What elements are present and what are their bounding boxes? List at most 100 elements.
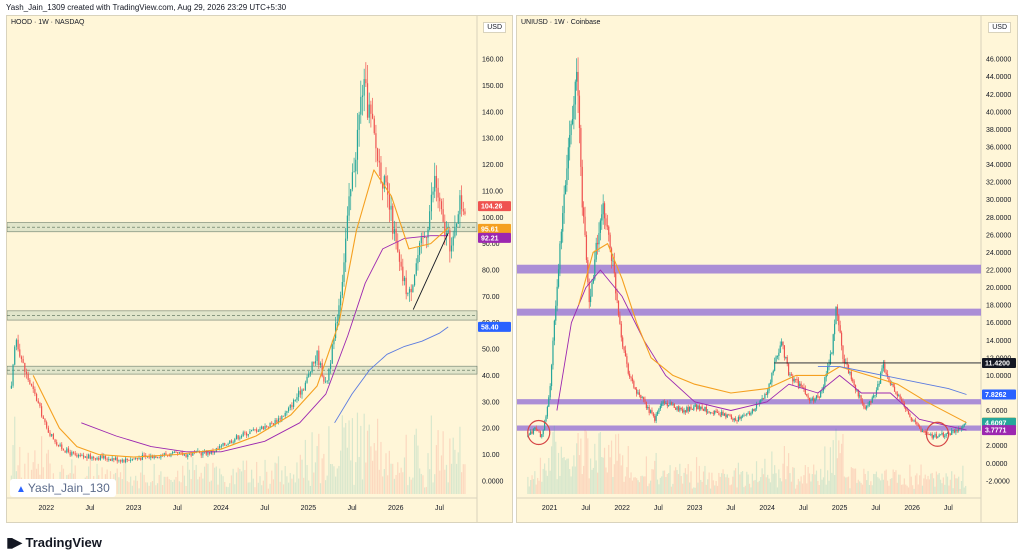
- volume-bar: [318, 433, 320, 494]
- volume-bar: [422, 475, 424, 494]
- price-tag: [478, 321, 511, 332]
- candle-body: [133, 458, 135, 460]
- candle-body: [192, 452, 194, 456]
- candle-body: [160, 455, 162, 458]
- candle-body: [544, 421, 546, 431]
- volume-bar: [420, 473, 422, 494]
- volume-bar: [298, 478, 300, 494]
- volume-bar: [719, 476, 721, 494]
- x-tick-label: Jul: [86, 505, 95, 512]
- candle-body: [22, 359, 24, 363]
- volume-bar: [709, 488, 712, 494]
- candle-body: [400, 261, 402, 267]
- volume-bar: [402, 472, 404, 494]
- candle-body: [962, 425, 964, 429]
- candle-body: [942, 432, 944, 437]
- hood-currency-button[interactable]: USD: [483, 22, 506, 33]
- volume-bar: [675, 467, 677, 494]
- candle-body: [183, 454, 186, 456]
- hood-chart-panel[interactable]: 160.00 150.00 140.00 130.00 120.00 110.00 100.…: [6, 15, 513, 523]
- volume-bar: [220, 474, 222, 494]
- candle-body: [624, 350, 627, 357]
- volume-bar: [136, 480, 138, 494]
- candle-body: [153, 455, 155, 459]
- volume-bar: [687, 464, 689, 494]
- candle-body: [356, 129, 359, 160]
- candle-body: [392, 205, 394, 234]
- candle-body: [725, 413, 727, 418]
- y-tick-label: 130.00: [482, 136, 504, 143]
- volume-bar: [944, 484, 946, 494]
- y-tick-label: 42.0000: [986, 92, 1011, 99]
- volume-bar: [459, 426, 461, 494]
- volume-bar: [878, 478, 880, 494]
- x-tick-label: 2026: [904, 505, 920, 512]
- candle-body: [118, 460, 120, 462]
- candle-body: [264, 426, 266, 430]
- volume-bar: [956, 478, 958, 494]
- candle-body: [583, 207, 585, 217]
- candle-body: [690, 406, 692, 409]
- candle-body: [358, 114, 360, 130]
- candle-body: [293, 399, 295, 407]
- volume-bar: [239, 468, 241, 494]
- volume-bar: [121, 479, 123, 494]
- candle-body: [252, 429, 254, 431]
- volume-bar: [378, 469, 380, 494]
- uniusd-chart[interactable]: 46.0000 44.0000 42.0000 40.0000 38.0000 36.00…: [517, 16, 1018, 523]
- volume-bar: [71, 459, 73, 494]
- tradingview-footer[interactable]: ▮▶ TradingView: [6, 532, 102, 552]
- volume-bar: [902, 484, 904, 494]
- uniusd-currency-button[interactable]: USD: [988, 22, 1011, 33]
- candle-body: [874, 395, 876, 396]
- candle-body: [89, 454, 91, 459]
- candle-body: [67, 448, 70, 453]
- volume-bar: [225, 486, 228, 494]
- x-tick-label: Jul: [435, 505, 444, 512]
- uniusd-chart-panel[interactable]: 46.0000 44.0000 42.0000 40.0000 38.0000 36.00…: [516, 15, 1018, 523]
- volume-bar: [636, 478, 638, 494]
- candle-body: [608, 226, 610, 235]
- volume-bar: [800, 476, 802, 494]
- candle-body: [741, 415, 744, 417]
- volume-bar: [779, 478, 781, 494]
- candle-body: [629, 373, 631, 378]
- candle-body: [885, 372, 887, 375]
- volume-bar: [859, 481, 861, 494]
- volume-bar: [789, 473, 791, 494]
- hood-chart[interactable]: 160.00 150.00 140.00 130.00 120.00 110.00 100.…: [7, 16, 513, 523]
- volume-bar: [198, 476, 201, 494]
- volume-bar: [831, 472, 833, 494]
- candle-body: [546, 406, 548, 417]
- volume-bar: [942, 477, 944, 494]
- volume-bar: [885, 469, 887, 494]
- y-tick-label: 24.0000: [986, 250, 1011, 257]
- candle-body: [792, 375, 794, 382]
- candle-body: [314, 361, 317, 364]
- volume-bar: [175, 477, 177, 494]
- volume-bar: [747, 474, 749, 494]
- volume-bar: [827, 470, 829, 494]
- volume-bar: [333, 466, 335, 494]
- volume-bar: [345, 422, 347, 494]
- candle-body: [963, 423, 965, 426]
- candle-body: [331, 344, 333, 364]
- candle-body: [679, 407, 681, 411]
- volume-bar: [619, 453, 621, 494]
- candle-body: [913, 420, 915, 422]
- candle-body: [123, 459, 125, 463]
- candle-body: [345, 238, 347, 263]
- candle-body: [371, 113, 374, 119]
- volume-bar: [938, 473, 940, 494]
- volume-bar: [410, 479, 412, 494]
- volume-bar: [556, 479, 558, 494]
- volume-bar: [148, 485, 150, 494]
- volume-bar: [863, 468, 865, 494]
- volume-bar: [846, 477, 848, 494]
- volume-bar: [150, 482, 152, 494]
- support-resistance-zone: [517, 425, 981, 431]
- candle-body: [313, 362, 315, 364]
- candle-body: [965, 423, 967, 425]
- candle-body: [296, 397, 298, 400]
- volume-bar: [429, 469, 431, 494]
